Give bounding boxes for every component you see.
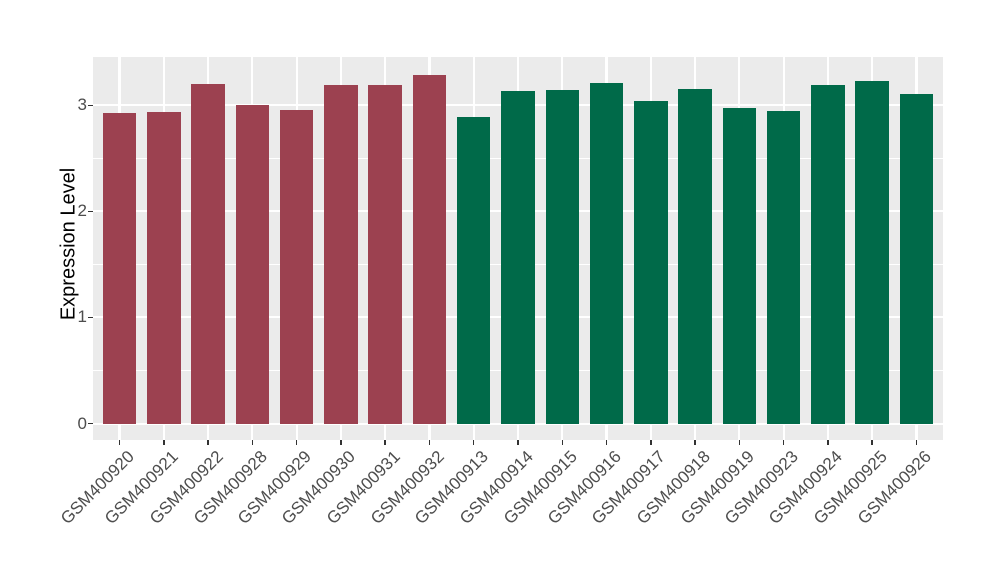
y-tick-mark <box>87 422 93 425</box>
bar-GSM400929 <box>279 109 314 424</box>
x-tick-mark <box>517 440 519 445</box>
x-tick-mark <box>650 440 652 445</box>
y-axis-title: Expression Level <box>57 167 80 321</box>
y-tick-label: 3 <box>77 95 87 115</box>
bar-GSM400922 <box>191 84 225 424</box>
x-tick-mark <box>827 440 829 445</box>
y-tick-label: 1 <box>77 307 87 327</box>
y-tick-label: 2 <box>77 201 87 221</box>
bar-GSM400921 <box>147 111 181 424</box>
bar-GSM400918 <box>678 89 712 424</box>
bar-GSM400925 <box>855 80 889 424</box>
x-tick-mark <box>738 440 741 445</box>
bar-GSM400928 <box>235 105 270 424</box>
x-tick-mark <box>428 440 431 445</box>
bar-GSM400920 <box>102 112 137 424</box>
bar-GSM400926 <box>899 93 934 424</box>
x-tick-mark <box>561 440 564 445</box>
bar-GSM400924 <box>811 85 845 424</box>
bar-GSM400917 <box>634 101 668 424</box>
y-tick-mark <box>87 210 93 213</box>
x-tick-mark <box>340 440 342 445</box>
x-tick-mark <box>915 440 918 445</box>
x-tick-mark <box>295 440 298 445</box>
x-tick-mark <box>207 440 209 445</box>
y-tick-mark <box>87 104 93 107</box>
bar-GSM400923 <box>766 110 801 424</box>
x-tick-mark <box>384 440 386 445</box>
x-tick-mark <box>605 440 608 445</box>
x-tick-mark <box>782 440 785 445</box>
bar-GSM400915 <box>545 90 579 424</box>
x-tick-mark <box>163 440 165 445</box>
bar-GSM400914 <box>501 91 535 424</box>
plot-panel <box>93 57 943 440</box>
x-tick-mark <box>472 440 475 445</box>
x-tick-mark <box>871 440 873 445</box>
bar-GSM400913 <box>456 116 491 424</box>
bar-GSM400916 <box>589 82 624 424</box>
y-tick-mark <box>87 316 93 319</box>
bar-GSM400919 <box>722 108 757 424</box>
x-tick-mark <box>694 440 696 445</box>
bar-GSM400930 <box>324 85 358 424</box>
x-tick-mark <box>251 440 254 445</box>
y-tick-label: 0 <box>77 413 87 433</box>
bar-GSM400931 <box>368 85 402 424</box>
bar-GSM400932 <box>412 74 447 424</box>
x-tick-mark <box>118 440 121 445</box>
